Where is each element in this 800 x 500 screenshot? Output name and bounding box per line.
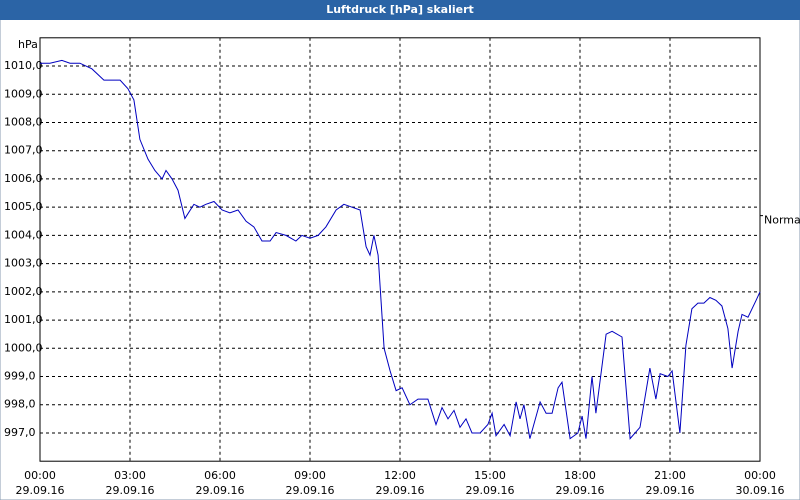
x-tick-date: 29.09.16 bbox=[466, 484, 515, 497]
x-tick-date: 29.09.16 bbox=[556, 484, 605, 497]
y-tick-label: 1008,0 bbox=[4, 115, 43, 128]
y-tick-label: 1001,0 bbox=[4, 313, 43, 326]
y-tick-label: 999,0 bbox=[4, 370, 36, 383]
x-tick-label: 12:00 bbox=[384, 469, 416, 482]
x-tick-label: 03:00 bbox=[114, 469, 146, 482]
y-tick-label: 1003,0 bbox=[4, 257, 43, 270]
x-tick-date: 29.09.16 bbox=[16, 484, 65, 497]
y-tick-label: 1002,0 bbox=[4, 285, 43, 298]
x-tick-date: 29.09.16 bbox=[106, 484, 155, 497]
x-tick-label: 00:00 bbox=[24, 469, 56, 482]
y-tick-label: 998,0 bbox=[4, 398, 36, 411]
y-tick-label: 1010,0 bbox=[4, 59, 43, 72]
x-tick-date: 29.09.16 bbox=[286, 484, 335, 497]
x-tick-label: 06:00 bbox=[204, 469, 236, 482]
x-tick-label: 18:00 bbox=[564, 469, 596, 482]
x-tick-date: 30.09.16 bbox=[736, 484, 785, 497]
y-tick-label: 1009,0 bbox=[4, 87, 43, 100]
y-tick-label: 1005,0 bbox=[4, 200, 43, 213]
x-tick-date: 29.09.16 bbox=[196, 484, 245, 497]
x-tick-label: 00:00 bbox=[744, 469, 776, 482]
x-tick-date: 29.09.16 bbox=[376, 484, 425, 497]
y-unit: hPa bbox=[18, 38, 38, 51]
x-tick-label: 09:00 bbox=[294, 469, 326, 482]
y-tick-label: 997,0 bbox=[4, 426, 36, 439]
x-tick-date: 29.09.16 bbox=[646, 484, 695, 497]
normal-label: Normal bbox=[764, 214, 800, 227]
y-tick-label: 1000,0 bbox=[4, 341, 43, 354]
y-tick-label: 1004,0 bbox=[4, 228, 43, 241]
x-tick-label: 15:00 bbox=[474, 469, 506, 482]
x-tick-label: 21:00 bbox=[654, 469, 686, 482]
chart-title: Luftdruck [hPa] skaliert bbox=[326, 3, 474, 16]
title-bar bbox=[0, 0, 800, 20]
line bbox=[40, 59, 761, 440]
y-tick-label: 1006,0 bbox=[4, 172, 43, 185]
y-tick-label: 1007,0 bbox=[4, 144, 43, 157]
